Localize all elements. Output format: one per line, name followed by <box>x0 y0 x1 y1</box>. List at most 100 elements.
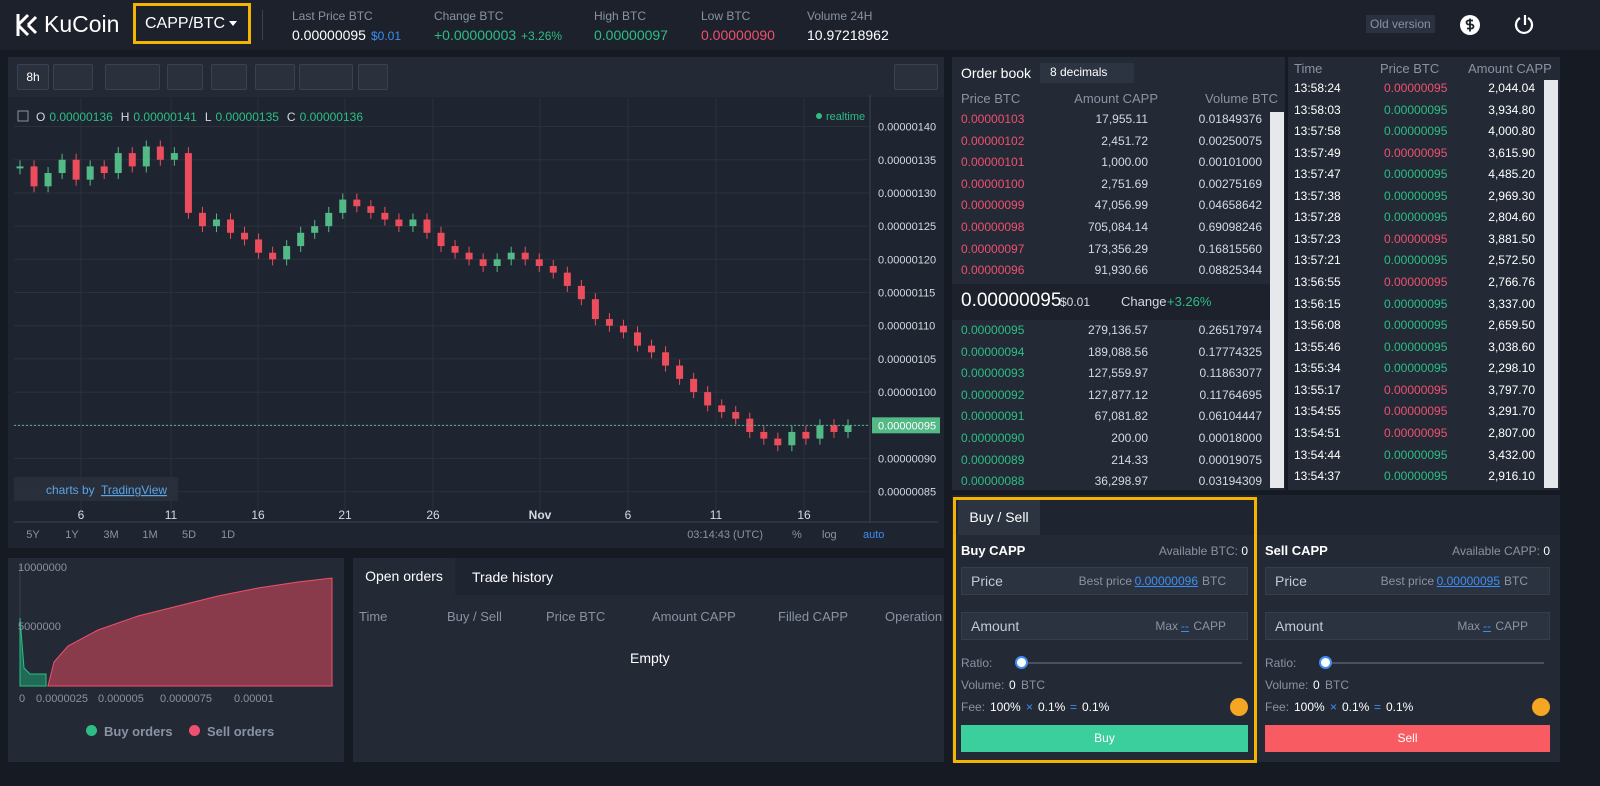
ob-volume: 0.06104447 <box>1198 409 1262 424</box>
candle <box>170 153 178 160</box>
candle <box>844 425 852 432</box>
ob-column: Price BTC <box>961 91 1021 106</box>
mid-price: 0.00000095 <box>961 290 1062 311</box>
tab-active[interactable]: Open orders <box>353 558 455 595</box>
slider-knob[interactable] <box>1319 656 1332 669</box>
trade-time: 13:55:46 <box>1294 339 1341 354</box>
old-version[interactable]: Old version <box>1366 15 1435 33</box>
trade-tab[interactable]: Buy / Sell <box>958 500 1040 535</box>
chart-toolbar <box>8 57 944 97</box>
indicators[interactable] <box>211 64 247 90</box>
order-book <box>952 57 1285 490</box>
decimals[interactable]: 8 decimals <box>1040 63 1134 83</box>
trade-time: 13:56:55 <box>1294 275 1341 290</box>
submit[interactable]: Sell <box>1265 725 1550 752</box>
submit[interactable]: Buy <box>961 725 1248 752</box>
trade-time: 13:54:37 <box>1294 469 1341 484</box>
input-value[interactable]: 0.00000096 <box>1134 574 1198 588</box>
trade-price: 0.00000095 <box>1384 188 1448 203</box>
input[interactable] <box>961 612 1248 640</box>
candle <box>325 212 333 227</box>
ob-price: 0.00000096 <box>961 263 1025 278</box>
trade-amount: 2,298.10 <box>1488 361 1535 376</box>
input-hint: Best price <box>1078 574 1132 588</box>
interval-menu[interactable] <box>53 64 93 90</box>
ob-price: 0.00000098 <box>961 220 1025 234</box>
y-tick-label: 0.00000135 <box>878 155 936 167</box>
unit: CAPP <box>1193 619 1226 633</box>
trade-amount: 3,291.70 <box>1488 404 1535 419</box>
chart-type[interactable] <box>105 64 160 90</box>
ob-price: 0.00000097 <box>961 241 1025 256</box>
trade-price: 0.00000095 <box>1384 339 1448 354</box>
empty: Empty <box>630 650 670 666</box>
form-text: 0.1% <box>1082 700 1110 714</box>
input-value[interactable]: 0.00000095 <box>1436 574 1500 588</box>
trade-time: 13:58:24 <box>1294 81 1341 95</box>
candle <box>563 272 571 286</box>
ob-amount: 127,877.12 <box>1087 387 1148 402</box>
input-label: Amount <box>971 618 1020 634</box>
input-value[interactable]: -- <box>1181 619 1189 633</box>
last-price-tag: 0.00000095 <box>878 420 936 432</box>
trade-time: 13:57:47 <box>1294 167 1341 182</box>
candle <box>311 226 319 233</box>
input-label: Price <box>971 573 1003 589</box>
ob-volume: 0.04658642 <box>1198 198 1262 213</box>
branding: charts by <box>46 483 95 497</box>
settings[interactable] <box>167 64 203 90</box>
ob-amount: 2,751.69 <box>1101 176 1148 191</box>
ob-title: Order book <box>961 65 1032 81</box>
range: 1M <box>142 529 157 541</box>
trade-list <box>1288 57 1560 490</box>
form-text: 0 <box>1009 678 1016 692</box>
trade-time: 13:57:49 <box>1294 145 1341 160</box>
interval[interactable]: 8h <box>17 64 49 90</box>
layout[interactable] <box>894 64 938 90</box>
candle <box>339 199 347 213</box>
logo: KuCoin <box>44 11 120 37</box>
stat-label: Change BTC <box>434 9 504 23</box>
auto: auto <box>863 529 884 541</box>
ob-amount: 214.33 <box>1111 452 1148 467</box>
trade-scroll[interactable] <box>1544 80 1558 488</box>
ob-price: 0.00000103 <box>961 112 1025 126</box>
form-text: Fee: <box>961 700 986 714</box>
input[interactable] <box>1265 612 1550 640</box>
x-tick-label: 26 <box>426 508 440 522</box>
tab[interactable]: Trade history <box>472 569 554 585</box>
candle <box>521 252 529 260</box>
ob-price: 0.00000095 <box>961 323 1025 337</box>
trade-amount: 3,934.80 <box>1488 102 1535 117</box>
form-text: × <box>1330 700 1338 714</box>
candle <box>479 259 487 266</box>
trade-price: 0.00000095 <box>1384 167 1448 182</box>
candle <box>437 232 445 247</box>
percent: % <box>792 529 802 541</box>
trade-amount: 2,572.50 <box>1488 253 1535 268</box>
stat-value: 0.00000097 <box>594 27 668 43</box>
form-text: 0.1% <box>1038 700 1066 714</box>
slider-knob[interactable] <box>1015 656 1028 669</box>
ob-volume: 0.69098246 <box>1198 220 1262 234</box>
candle <box>648 345 656 353</box>
pair[interactable]: CAPP/BTC <box>145 15 226 32</box>
ob-amount: 1,000.00 <box>1101 155 1148 170</box>
trade-amount: 3,797.70 <box>1488 382 1535 397</box>
mid-bg <box>952 284 1272 320</box>
compare[interactable] <box>255 64 295 90</box>
ob-scroll[interactable] <box>1270 112 1284 488</box>
pair-selector[interactable] <box>133 3 251 44</box>
ob-amount: 67,081.82 <box>1094 409 1148 424</box>
undo-redo[interactable] <box>299 64 353 90</box>
ob-price: 0.00000093 <box>961 366 1025 381</box>
input[interactable] <box>1265 567 1550 595</box>
candle <box>128 153 136 167</box>
input[interactable] <box>961 567 1248 595</box>
fullscreen[interactable] <box>358 64 388 90</box>
realtime-dot <box>816 113 822 119</box>
ob-volume: 0.00018000 <box>1198 431 1262 445</box>
trade-time: 13:57:28 <box>1294 210 1341 225</box>
fee-icon <box>1532 698 1550 716</box>
input-value[interactable]: -- <box>1483 619 1491 633</box>
